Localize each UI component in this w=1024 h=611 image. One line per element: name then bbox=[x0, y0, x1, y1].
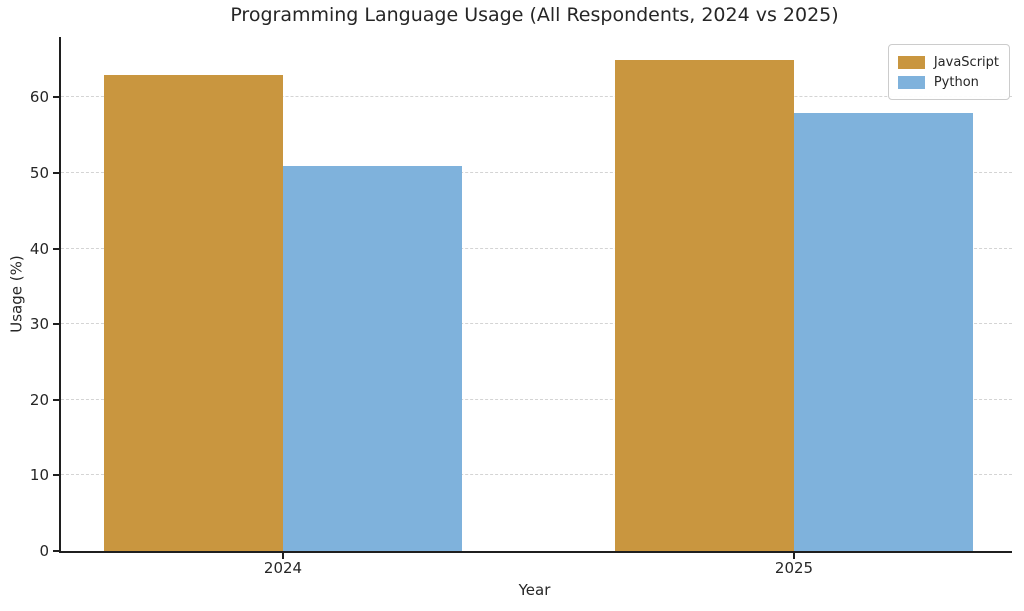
x-tick-mark-2025 bbox=[793, 553, 795, 559]
legend-label-python: Python bbox=[933, 74, 979, 90]
x-tick-mark-2024 bbox=[282, 553, 284, 559]
y-tick-label-40: 40 bbox=[29, 239, 49, 258]
chart-title: Programming Language Usage (All Responde… bbox=[230, 4, 839, 26]
y-tick-mark-50 bbox=[53, 172, 59, 175]
bar-python-2025 bbox=[794, 112, 973, 551]
x-tick-label-2025: 2025 bbox=[774, 559, 814, 577]
x-tick-label-2024: 2024 bbox=[263, 559, 303, 577]
legend-entry-python: Python bbox=[897, 72, 999, 92]
x-axis-label: Year bbox=[518, 581, 551, 599]
y-tick-mark-40 bbox=[53, 247, 59, 250]
y-tick-label-60: 60 bbox=[29, 88, 49, 107]
bar-javascript-2025 bbox=[615, 59, 794, 551]
legend-entry-javascript: JavaScript bbox=[897, 52, 999, 72]
gridline-y-10 bbox=[61, 474, 1012, 476]
legend-swatch-python bbox=[897, 75, 925, 89]
gridline-y-30 bbox=[61, 323, 1012, 325]
gridline-y-20 bbox=[61, 398, 1012, 400]
legend: JavaScript Python bbox=[887, 44, 1010, 100]
gridline-y-50 bbox=[61, 172, 1012, 174]
bar-python-2024 bbox=[283, 165, 462, 551]
y-tick-label-0: 0 bbox=[39, 542, 49, 560]
bar-javascript-2024 bbox=[104, 74, 283, 551]
y-tick-label-20: 20 bbox=[29, 390, 49, 409]
legend-swatch-javascript bbox=[897, 55, 925, 69]
y-tick-mark-60 bbox=[53, 96, 59, 99]
y-tick-mark-10 bbox=[53, 474, 59, 477]
y-tick-label-50: 50 bbox=[29, 164, 49, 183]
y-tick-mark-30 bbox=[53, 323, 59, 326]
y-tick-label-10: 10 bbox=[29, 466, 49, 485]
gridline-y-40 bbox=[61, 247, 1012, 249]
y-tick-mark-0 bbox=[53, 550, 59, 552]
y-tick-label-30: 30 bbox=[29, 315, 49, 334]
plot-area: JavaScript Python 0 10 20 30 40 50 60 2024 2025 bbox=[30, 37, 1012, 577]
gridline-y-60 bbox=[61, 96, 1012, 98]
legend-label-javascript: JavaScript bbox=[933, 54, 999, 70]
y-tick-mark-20 bbox=[53, 398, 59, 401]
